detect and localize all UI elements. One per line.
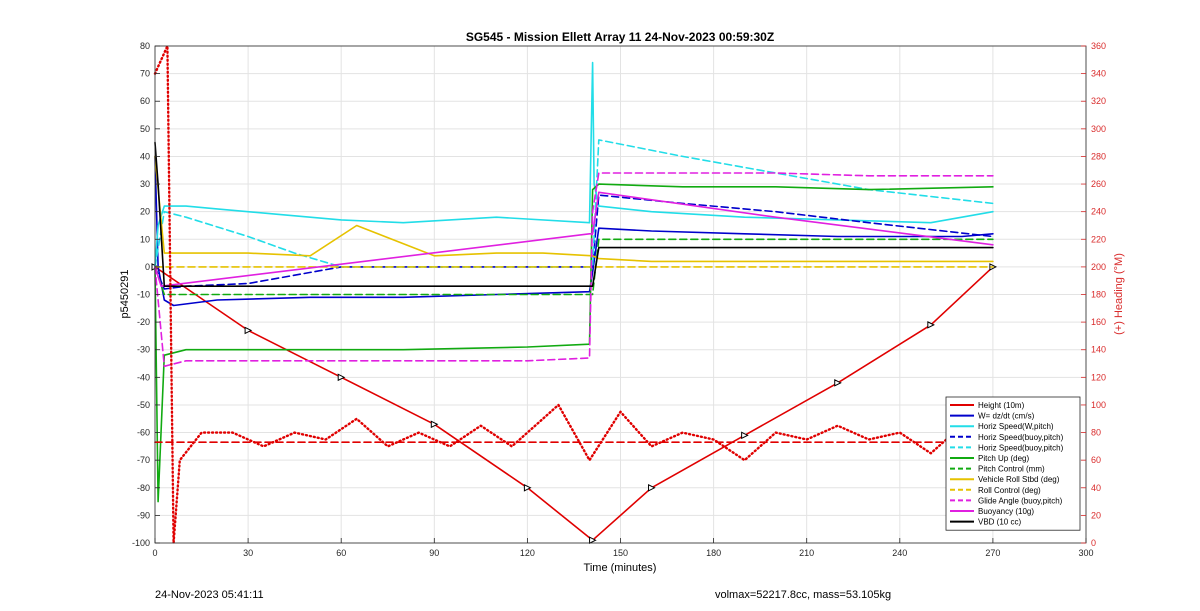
y-tick-label: -90: [137, 510, 150, 520]
x-tick-label: 0: [152, 548, 157, 558]
series-line: [153, 44, 995, 545]
series-marker: [430, 420, 439, 429]
y2-tick-label: 260: [1091, 179, 1106, 189]
series-layer: [151, 44, 998, 545]
y-tick-label: -70: [137, 455, 150, 465]
series-line: [154, 172, 994, 368]
series-line: [154, 155, 994, 307]
y2-tick-label: 140: [1091, 345, 1106, 355]
y-tick-label: -40: [137, 372, 150, 382]
series-marker: [648, 483, 656, 492]
legend-label: Pitch Control (mm): [978, 465, 1045, 474]
axis-layer: 0 30 60 90 120 150 180 210 240 270 300-100-90-80-7…: [132, 41, 1106, 558]
y-tick-label: -30: [137, 345, 150, 355]
footer-timestamp: 24-Nov-2023 05:41:11: [155, 589, 264, 601]
footer-volmax-mass: volmax=52217.8cc, mass=53.105kg: [715, 589, 892, 601]
y-tick-label: -10: [137, 290, 150, 300]
y2-tick-label: 180: [1091, 290, 1106, 300]
y-axis-label: p5450291: [119, 270, 131, 319]
x-tick-label: 270: [985, 548, 1000, 558]
series-line: [154, 61, 994, 268]
series-line: [154, 183, 994, 503]
series-marker: [244, 326, 253, 335]
series-marker: [741, 431, 749, 440]
y-tick-label: -60: [137, 428, 150, 438]
legend-box: [945, 396, 1081, 531]
y2-tick-label: 320: [1091, 96, 1106, 106]
y2-tick-label: 60: [1091, 455, 1101, 465]
legend-label: Glide Angle (buoy,pitch): [978, 496, 1063, 505]
y2-tick-label: 220: [1091, 234, 1106, 244]
x-tick-label: 300: [1078, 548, 1093, 558]
y-tick-label: 10: [140, 234, 150, 244]
x-tick-label: 150: [613, 548, 628, 558]
y-tick-label: 0: [145, 262, 150, 272]
y2-tick-label: 40: [1091, 483, 1101, 493]
y-tick-label: -20: [137, 317, 150, 327]
series-marker: [927, 321, 935, 329]
y-tick-label: -100: [132, 538, 150, 548]
legend-label: VBD (10 cc): [978, 518, 1021, 527]
y2-tick-label: 340: [1091, 69, 1106, 79]
y2-tick-label: 300: [1091, 124, 1106, 134]
series-line: [154, 194, 994, 290]
legend-label: W= dz/dt (cm/s): [978, 412, 1035, 421]
y-tick-label: 70: [140, 69, 150, 79]
series-line: [154, 191, 994, 288]
y-tick-label: 50: [140, 124, 150, 134]
series-marker: [589, 536, 597, 545]
y2-tick-label: 200: [1091, 262, 1106, 272]
y2-tick-label: 100: [1091, 400, 1106, 410]
y-tick-label: 80: [140, 41, 150, 51]
series-marker: [834, 379, 842, 387]
chart-title: SG545 - Mission Ellett Array 11 24-Nov-2…: [466, 30, 774, 44]
x-tick-label: 180: [706, 548, 721, 558]
y2-tick-label: 240: [1091, 207, 1106, 217]
legend-label: Roll Control (deg): [978, 486, 1041, 495]
y-tick-label: 40: [140, 151, 150, 161]
y2-tick-label: 20: [1091, 510, 1101, 520]
x-tick-label: 90: [429, 548, 439, 558]
legend: Height (10m) W= dz/dt (cm/s)Horiz Speed(W…: [945, 396, 1081, 531]
legend-label: Buoyancy (10g): [978, 507, 1034, 516]
legend-label: Horiz Speed(buoy,pitch): [978, 443, 1064, 452]
y2-axis-label: (+) Heading (°M): [1113, 253, 1125, 335]
y-tick-label: -80: [137, 483, 150, 493]
y-tick-label: 20: [140, 207, 150, 217]
y-tick-label: 30: [140, 179, 150, 189]
series-line: [154, 238, 994, 296]
x-tick-label: 210: [799, 548, 814, 558]
legend-label: Horiz Speed(W,pitch): [978, 422, 1054, 431]
y-tick-label: -50: [137, 400, 150, 410]
series-marker: [523, 483, 532, 492]
y2-tick-label: 80: [1091, 428, 1101, 438]
x-tick-label: 120: [520, 548, 535, 558]
y2-tick-label: 0: [1091, 538, 1096, 548]
y2-tick-label: 360: [1091, 41, 1106, 51]
x-tick-label: 60: [336, 548, 346, 558]
y2-tick-label: 160: [1091, 317, 1106, 327]
x-tick-label: 240: [892, 548, 907, 558]
legend-label: Vehicle Roll Stbd (deg): [978, 475, 1060, 484]
legend-label: Height (10m): [978, 401, 1025, 410]
y2-tick-label: 120: [1091, 372, 1106, 382]
x-axis-label: Time (minutes): [584, 562, 657, 574]
x-tick-label: 30: [243, 548, 253, 558]
series-marker: [337, 373, 346, 382]
legend-label: Horiz Speed(buoy,pitch): [978, 433, 1064, 442]
series-line: [154, 155, 994, 263]
legend-label: Pitch Up (deg): [978, 454, 1029, 463]
y2-tick-label: 280: [1091, 151, 1106, 161]
y-tick-label: 60: [140, 96, 150, 106]
series-line: [154, 141, 994, 288]
